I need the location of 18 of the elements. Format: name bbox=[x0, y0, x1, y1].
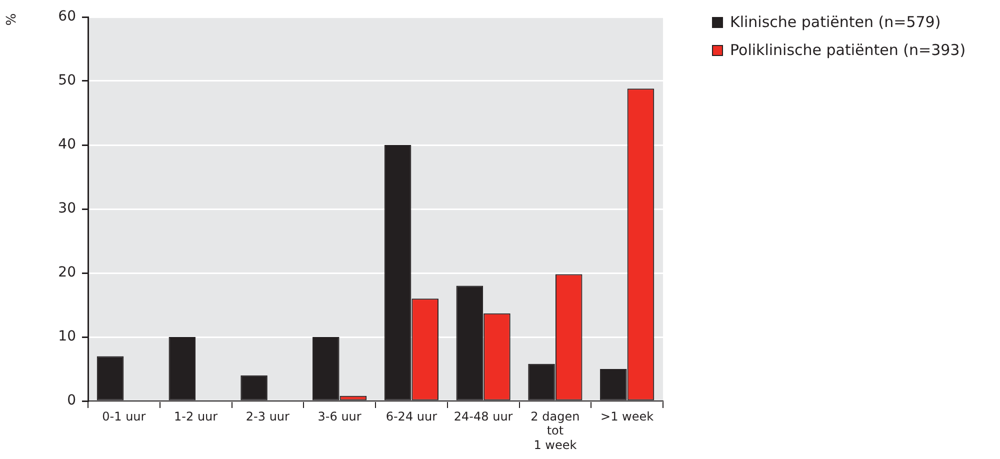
x-tick-label: 1-2 uur bbox=[174, 409, 218, 424]
x-tick-label: 3-6 uur bbox=[318, 409, 362, 424]
x-tick-label: >1 week bbox=[600, 409, 654, 424]
legend-label: Poliklinische patiënten (n=393) bbox=[730, 41, 966, 59]
y-tick-label: 20 bbox=[58, 264, 76, 281]
legend-label: Klinische patiënten (n=579) bbox=[730, 13, 941, 31]
x-tick-label: 0-1 uur bbox=[102, 409, 146, 424]
x-tick-label: 24-48 uur bbox=[454, 409, 513, 424]
y-tick-label: 40 bbox=[58, 136, 76, 153]
x-tick-label: 6-24 uur bbox=[386, 409, 438, 424]
y-tick-label: 0 bbox=[67, 392, 76, 409]
y-tick-label: 50 bbox=[58, 72, 76, 89]
x-tick-label: 2 dagen tot 1 week bbox=[530, 409, 580, 452]
y-tick-label: 60 bbox=[58, 8, 76, 25]
y-axis-title: % bbox=[4, 13, 20, 26]
y-tick-label: 10 bbox=[58, 328, 76, 345]
y-tick-label: 30 bbox=[58, 200, 76, 217]
x-tick-label: 2-3 uur bbox=[246, 409, 290, 424]
